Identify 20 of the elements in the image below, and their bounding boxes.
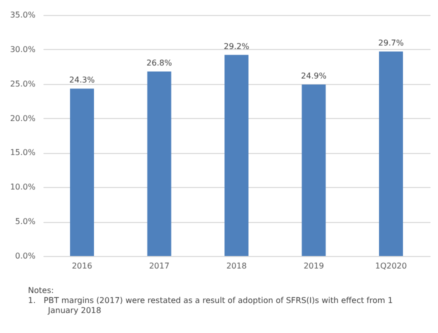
x-tick-label: 1Q2020 bbox=[375, 262, 407, 270]
y-tick-label: 15.0% bbox=[10, 148, 36, 158]
data-label: 26.8% bbox=[146, 58, 172, 68]
x-tick-label: 2016 bbox=[72, 262, 92, 270]
x-tick-label: 2018 bbox=[226, 262, 247, 270]
data-label: 24.9% bbox=[301, 72, 327, 81]
x-tick-label: 2019 bbox=[304, 262, 324, 270]
y-tick-label: 30.0% bbox=[10, 44, 36, 54]
y-tick-label: 10.0% bbox=[10, 182, 36, 192]
data-label: 29.7% bbox=[378, 38, 404, 48]
y-tick-label: 5.0% bbox=[15, 217, 36, 226]
y-tick-label: 0.0% bbox=[15, 252, 36, 260]
text: Notes: bbox=[28, 286, 55, 296]
data-label: 24.3% bbox=[69, 76, 96, 85]
data-label: 29.2% bbox=[224, 42, 250, 51]
x-tick-label: 2017 bbox=[149, 262, 170, 270]
text: 1. PBT margins (2017) were restated as a result of adoption of SFRS(I)s with effect from 1 January 2018 bbox=[28, 296, 394, 316]
y-tick-label: 20.0% bbox=[10, 114, 36, 123]
y-tick-label: 35.0% bbox=[10, 10, 36, 20]
y-tick-label: 25.0% bbox=[10, 79, 36, 88]
